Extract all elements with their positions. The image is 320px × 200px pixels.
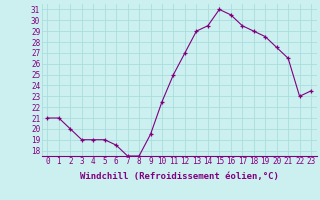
X-axis label: Windchill (Refroidissement éolien,°C): Windchill (Refroidissement éolien,°C) [80,172,279,181]
